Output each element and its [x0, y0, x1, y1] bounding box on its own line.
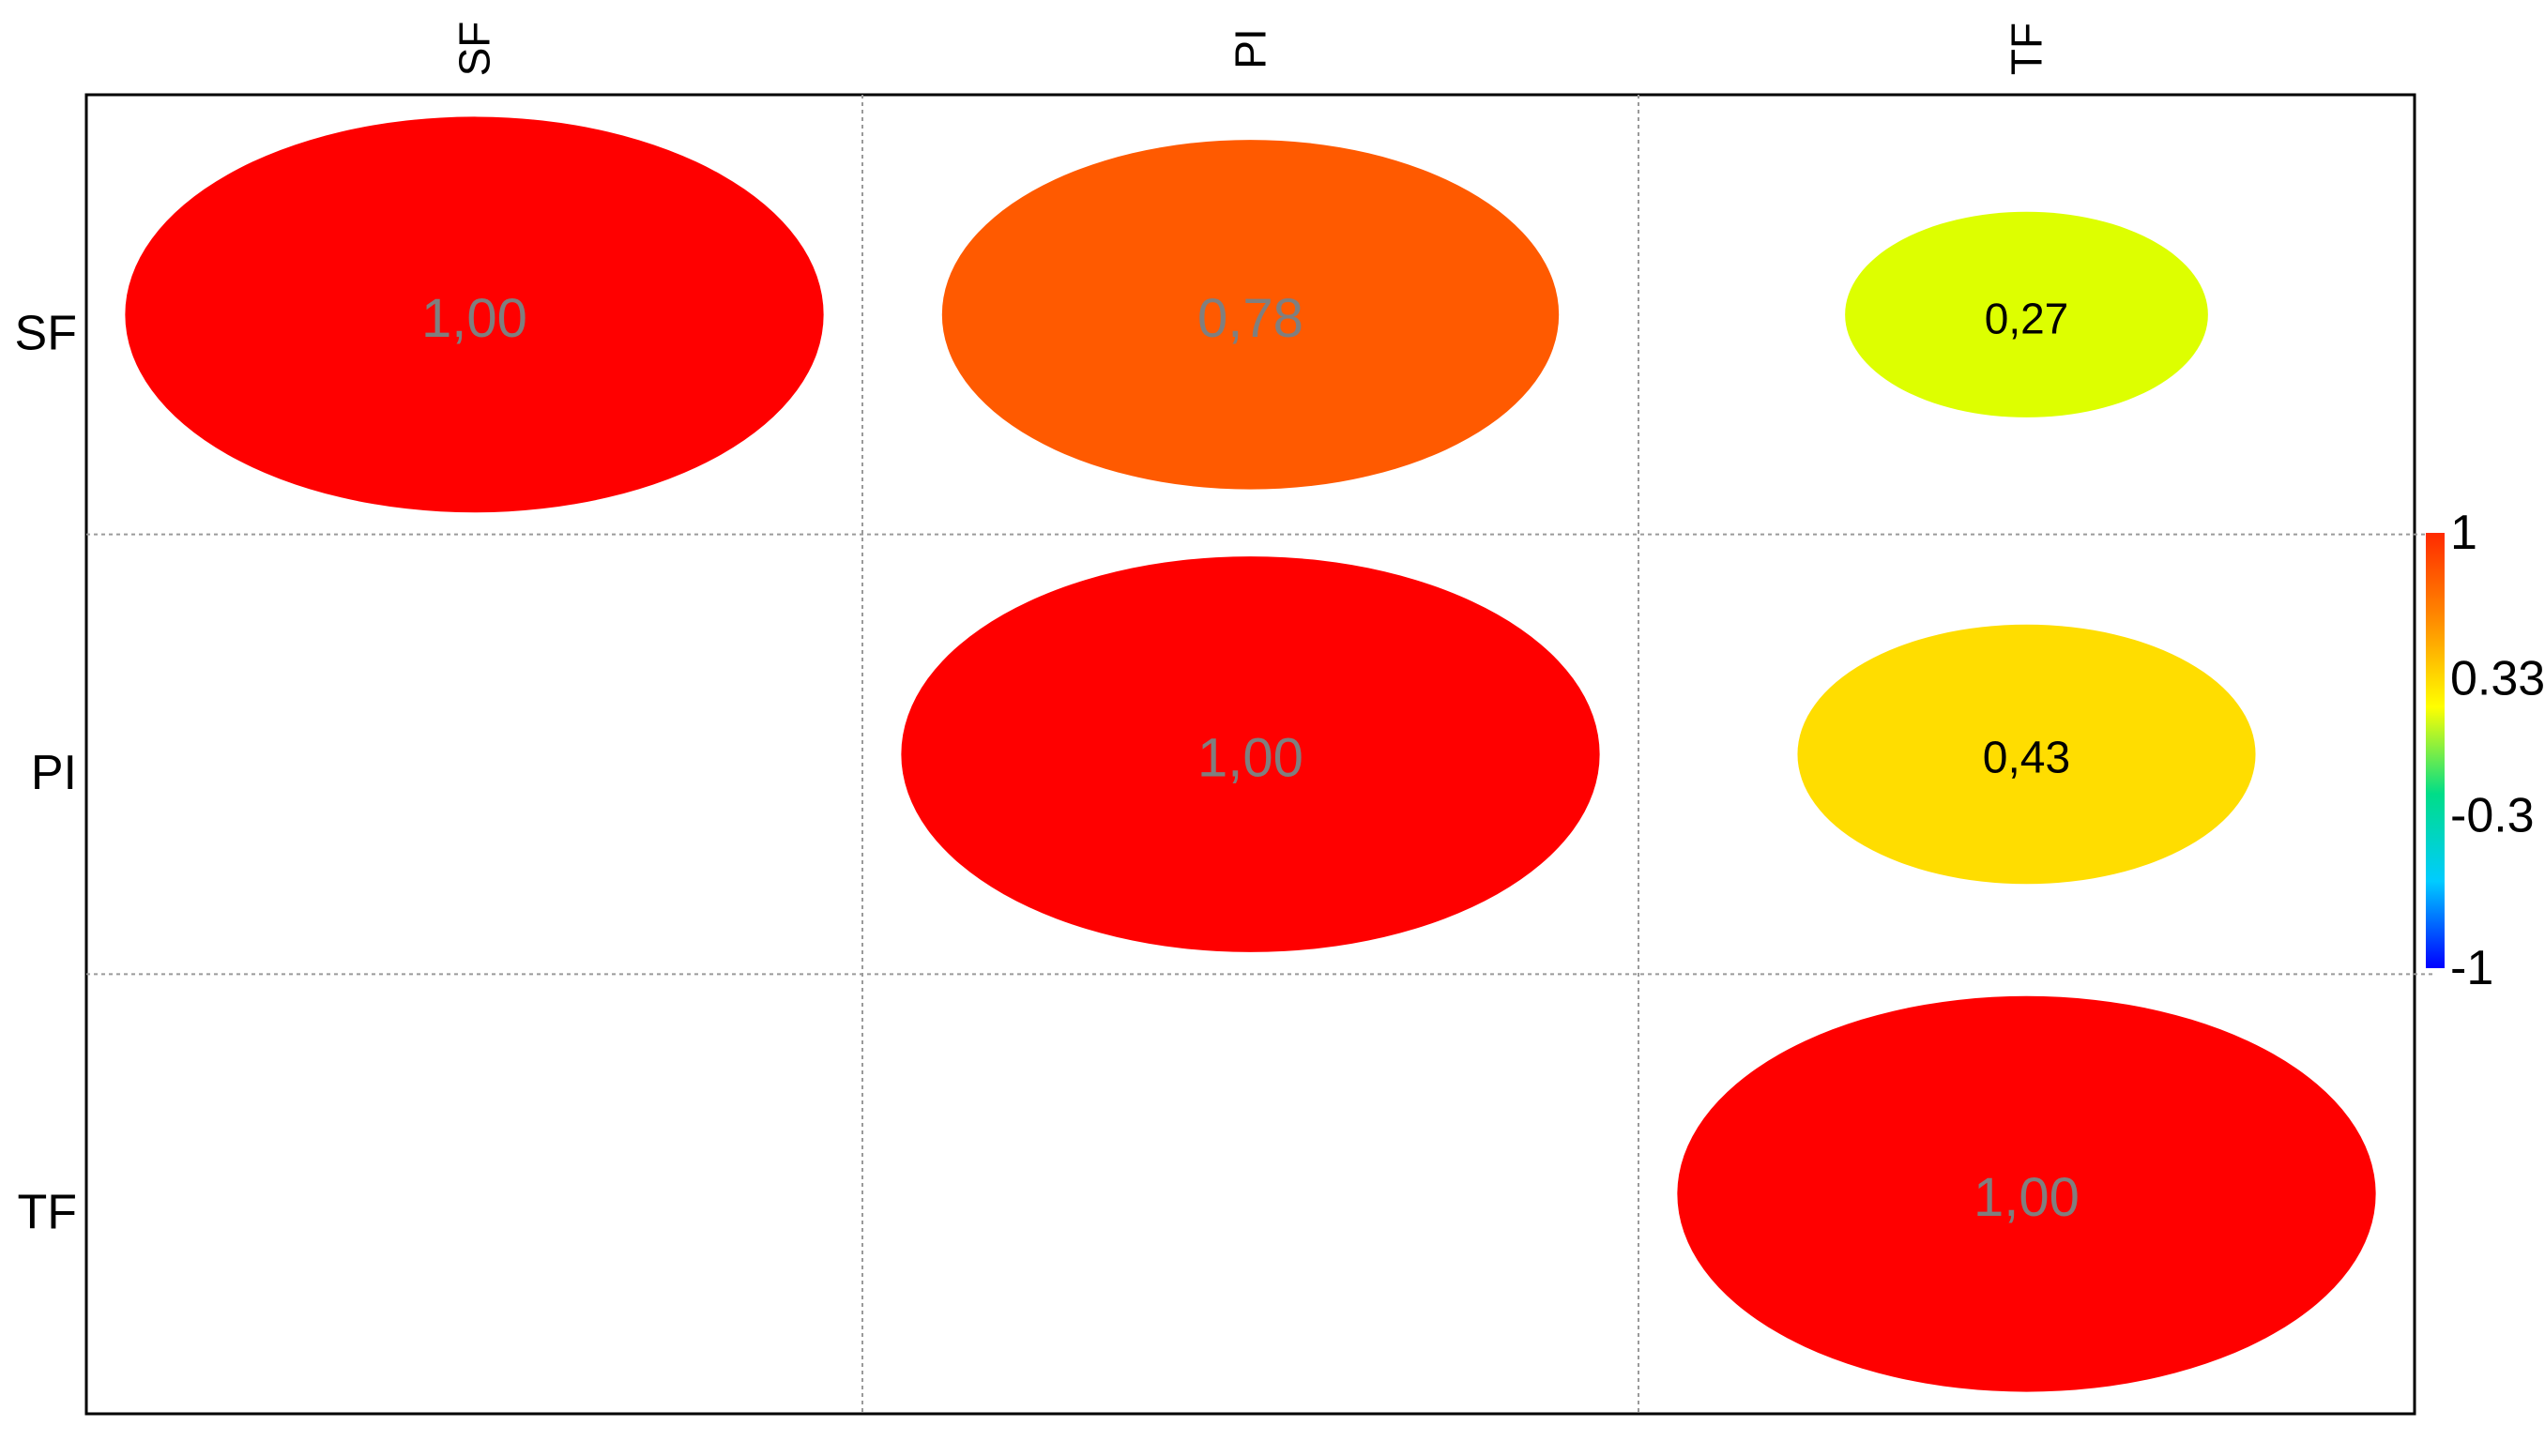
colorbar-tick-label: 0.33	[2450, 651, 2545, 705]
correlation-ellipse-sf-sf	[125, 116, 824, 513]
correlation-value-pi-tf: 0,43	[1983, 734, 2070, 783]
row-label-pi: PI	[31, 746, 77, 800]
row-label-tf: TF	[17, 1186, 77, 1240]
row-label-sf: SF	[15, 306, 77, 360]
column-label-pi: PI	[1227, 28, 1275, 68]
column-label-sf: SF	[450, 22, 499, 77]
correlation-ellipse-pi-pi	[901, 556, 1600, 952]
correlation-value-sf-tf: 0,27	[1985, 294, 2069, 342]
correlation-ellipse-pi-tf	[1797, 624, 2256, 885]
correlation-value-pi-pi: 1,00	[1197, 728, 1303, 789]
colorbar-tick-label: 1	[2450, 506, 2477, 560]
colorbar-tick-label: -1	[2450, 941, 2493, 995]
correlation-value-sf-pi: 0,78	[1197, 288, 1303, 349]
column-label-tf: TF	[2003, 23, 2051, 75]
colorbar	[2426, 533, 2445, 968]
correlation-ellipse-sf-tf	[1845, 211, 2208, 417]
correlation-ellipse-tf-tf	[1677, 995, 2376, 1392]
colorbar-tick-label: -0.3	[2450, 789, 2535, 843]
correlation-value-tf-tf: 1,00	[1974, 1167, 2080, 1228]
correlation-ellipse-sf-pi	[941, 140, 1560, 490]
correlation-value-sf-sf: 1,00	[421, 288, 527, 349]
